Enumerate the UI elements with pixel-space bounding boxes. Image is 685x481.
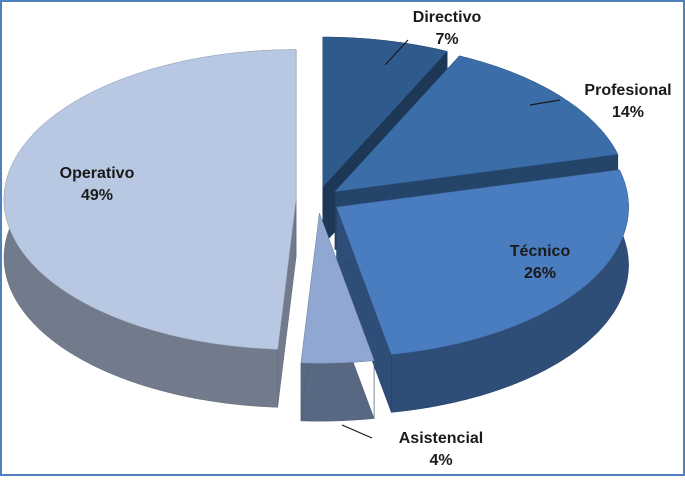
leader-line <box>384 39 409 66</box>
leader-line <box>341 424 373 439</box>
slice <box>3 49 297 350</box>
slice <box>300 213 375 364</box>
value-label: 26% <box>524 265 556 282</box>
category-label: Operativo <box>60 165 135 182</box>
category-label: Técnico <box>510 243 571 260</box>
slice <box>322 36 448 188</box>
category-label: Directivo <box>413 9 482 26</box>
category-label: Profesional <box>584 82 671 99</box>
leader-line <box>529 99 561 106</box>
value-label: 14% <box>612 104 644 121</box>
slice <box>336 169 629 355</box>
value-label: 49% <box>81 187 113 204</box>
value-label: 4% <box>429 452 452 469</box>
slice <box>334 55 619 192</box>
category-label: Asistencial <box>399 430 483 447</box>
value-label: 7% <box>435 31 458 48</box>
